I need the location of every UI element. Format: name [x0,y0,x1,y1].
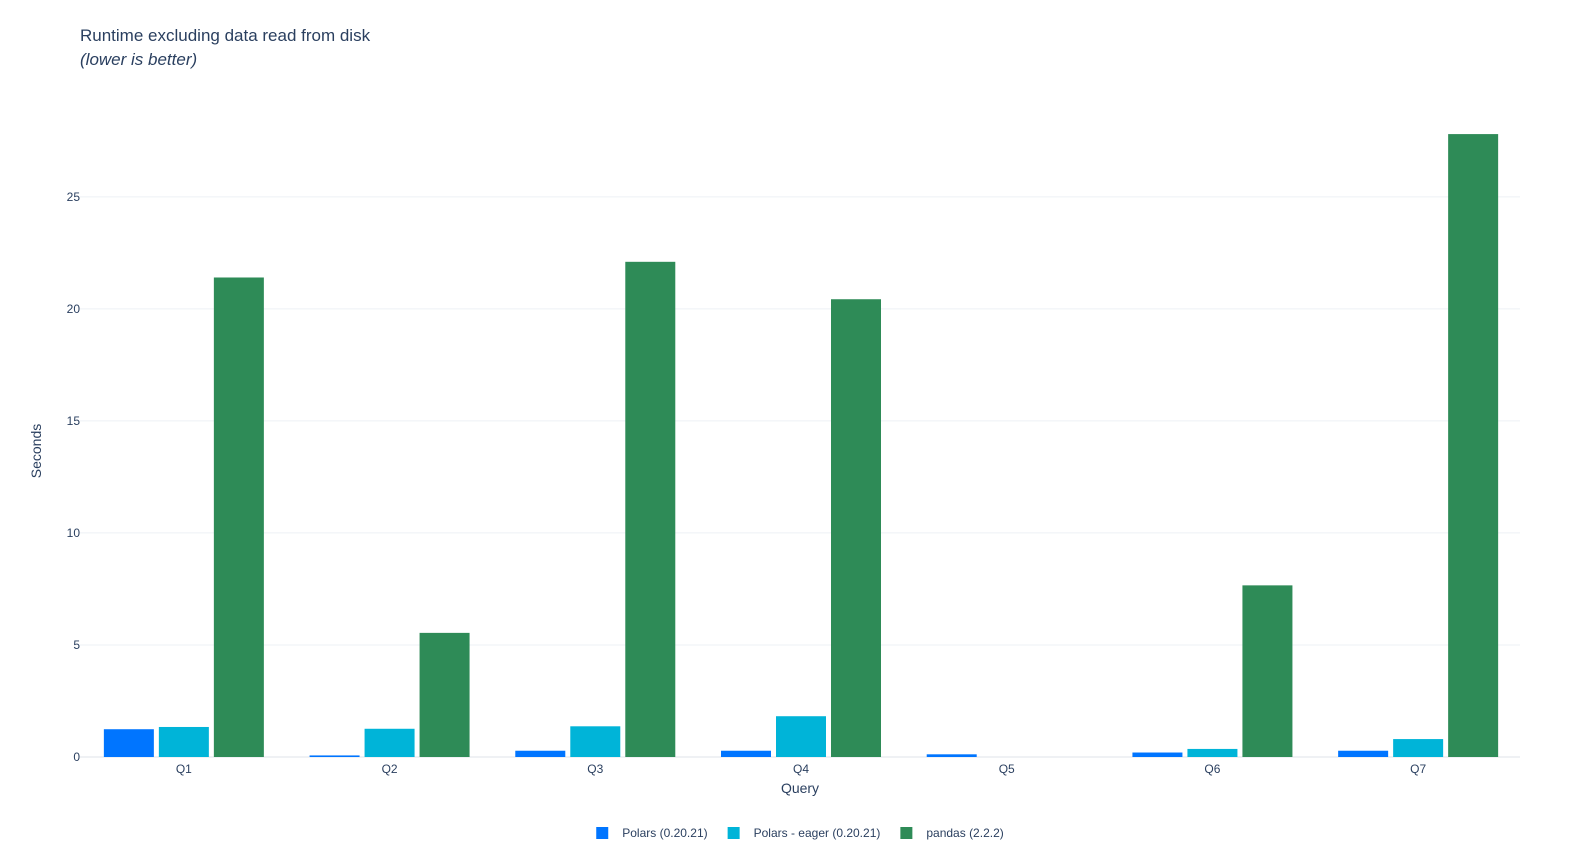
x-tick-label: Q5 [999,762,1015,776]
bar-q7-series-3[interactable] [1448,134,1499,758]
bar-q4-series-1[interactable] [721,750,771,757]
bar-q6-series-2[interactable] [1187,748,1238,757]
y-axis-ticks: 0 5 10 15 20 25 [67,190,81,764]
x-tick-label: Q3 [587,762,603,776]
bar-q4-series-3[interactable] [831,299,881,757]
y-tick-label: 20 [67,302,81,316]
chart-title: Runtime excluding data read from disk [80,26,371,45]
legend-swatch-3[interactable] [900,827,913,839]
x-axis-ticks: Q1 Q2 Q3 Q4 Q5 Q6 Q7 [176,762,1427,776]
bar-q6-series-1[interactable] [1132,752,1183,757]
y-tick-label: 5 [73,638,80,652]
x-axis-title: Query [781,780,819,796]
legend-label: Polars (0.20.21) [622,826,707,840]
bar-q5-series-1[interactable] [926,754,977,757]
legend-swatch-1[interactable] [596,827,609,839]
bar-q2-series-3[interactable] [419,632,470,757]
legend-label: Polars - eager (0.20.21) [754,826,881,840]
bars-layer [103,134,1499,758]
bar-q2-series-2[interactable] [364,728,415,757]
x-tick-label: Q1 [176,762,192,776]
x-tick-label: Q2 [382,762,398,776]
bar-q1-series-1[interactable] [103,729,154,757]
x-tick-label: Q6 [1204,762,1220,776]
legend-label: pandas (2.2.2) [926,826,1003,840]
bar-q1-series-2[interactable] [158,726,209,757]
y-axis-title: Seconds [28,424,44,478]
grid-layer [80,196,1520,758]
bar-q7-series-1[interactable] [1338,750,1389,757]
legend: Polars (0.20.21) Polars - eager (0.20.21)… [596,826,1004,840]
bar-q3-series-3[interactable] [625,261,676,757]
y-tick-label: 15 [67,414,81,428]
y-tick-label: 25 [67,190,81,204]
bar-q2-series-1[interactable] [309,755,360,757]
x-tick-label: Q7 [1410,762,1426,776]
bar-q1-series-3[interactable] [213,277,264,757]
bar-q3-series-1[interactable] [515,750,566,757]
y-tick-label: 10 [67,526,81,540]
bar-q6-series-3[interactable] [1242,585,1293,757]
bar-q7-series-2[interactable] [1393,739,1444,757]
y-tick-label: 0 [73,750,80,764]
chart-subtitle: (lower is better) [80,50,198,69]
bar-q3-series-2[interactable] [570,726,621,757]
legend-swatch-2[interactable] [727,827,740,839]
x-tick-label: Q4 [793,762,809,776]
bar-q4-series-2[interactable] [776,716,826,757]
